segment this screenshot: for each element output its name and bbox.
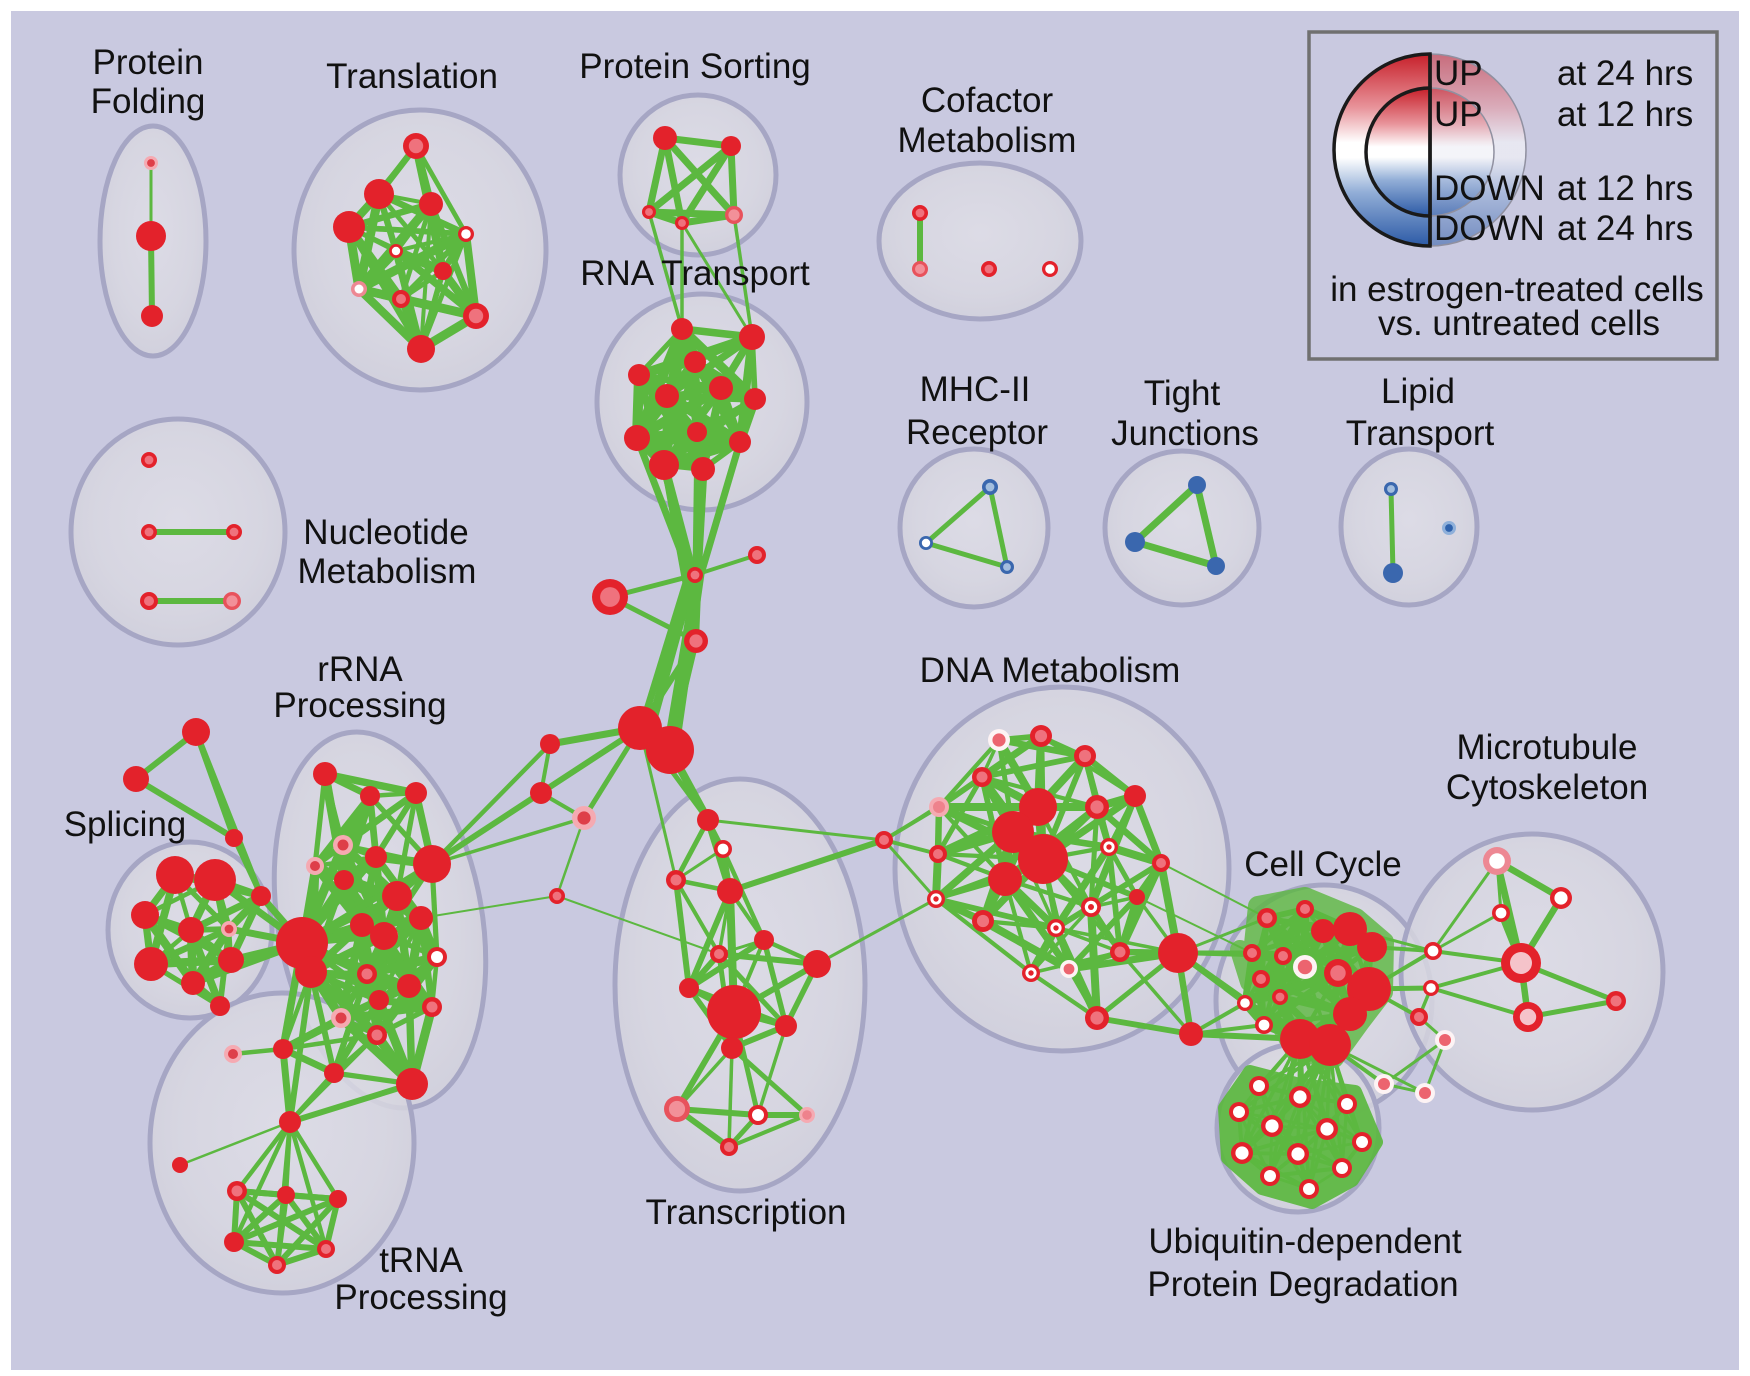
- svg-text:Splicing: Splicing: [64, 805, 187, 844]
- svg-text:UP: UP: [1434, 95, 1483, 134]
- svg-text:Cofactor: Cofactor: [921, 81, 1054, 120]
- svg-text:Translation: Translation: [326, 57, 498, 96]
- svg-text:Protein Degradation: Protein Degradation: [1147, 1265, 1458, 1304]
- svg-text:DOWN: DOWN: [1434, 169, 1545, 208]
- svg-text:MHC-II: MHC-II: [920, 370, 1031, 409]
- svg-text:at 24 hrs: at 24 hrs: [1557, 54, 1693, 93]
- svg-text:Transcription: Transcription: [646, 1193, 847, 1232]
- svg-text:Cytoskeleton: Cytoskeleton: [1446, 768, 1648, 807]
- svg-text:RNA Transport: RNA Transport: [580, 254, 810, 293]
- svg-text:vs. untreated cells: vs. untreated cells: [1378, 304, 1660, 343]
- svg-text:Processing: Processing: [273, 686, 446, 725]
- svg-text:Folding: Folding: [91, 82, 206, 121]
- svg-text:DOWN: DOWN: [1434, 209, 1545, 248]
- svg-text:Lipid: Lipid: [1381, 372, 1455, 411]
- svg-text:rRNA: rRNA: [317, 650, 403, 689]
- svg-text:Ubiquitin-dependent: Ubiquitin-dependent: [1148, 1222, 1462, 1261]
- svg-text:Tight: Tight: [1144, 374, 1221, 413]
- svg-text:at 24 hrs: at 24 hrs: [1557, 209, 1693, 248]
- svg-text:at 12 hrs: at 12 hrs: [1557, 169, 1693, 208]
- svg-text:DNA Metabolism: DNA Metabolism: [920, 651, 1181, 690]
- svg-text:Microtubule: Microtubule: [1457, 728, 1638, 767]
- svg-text:Metabolism: Metabolism: [898, 121, 1077, 160]
- svg-text:Protein Sorting: Protein Sorting: [579, 47, 811, 86]
- svg-text:Receptor: Receptor: [906, 413, 1048, 452]
- svg-text:Metabolism: Metabolism: [298, 552, 477, 591]
- svg-text:Processing: Processing: [334, 1278, 507, 1317]
- svg-text:tRNA: tRNA: [379, 1241, 463, 1280]
- svg-text:UP: UP: [1434, 54, 1483, 93]
- svg-text:Transport: Transport: [1346, 414, 1495, 453]
- svg-text:Junctions: Junctions: [1111, 414, 1259, 453]
- svg-text:at 12 hrs: at 12 hrs: [1557, 95, 1693, 134]
- svg-text:in estrogen-treated cells: in estrogen-treated cells: [1330, 270, 1704, 309]
- svg-text:Cell Cycle: Cell Cycle: [1244, 845, 1402, 884]
- svg-text:Nucleotide: Nucleotide: [303, 513, 468, 552]
- svg-text:Protein: Protein: [93, 43, 204, 82]
